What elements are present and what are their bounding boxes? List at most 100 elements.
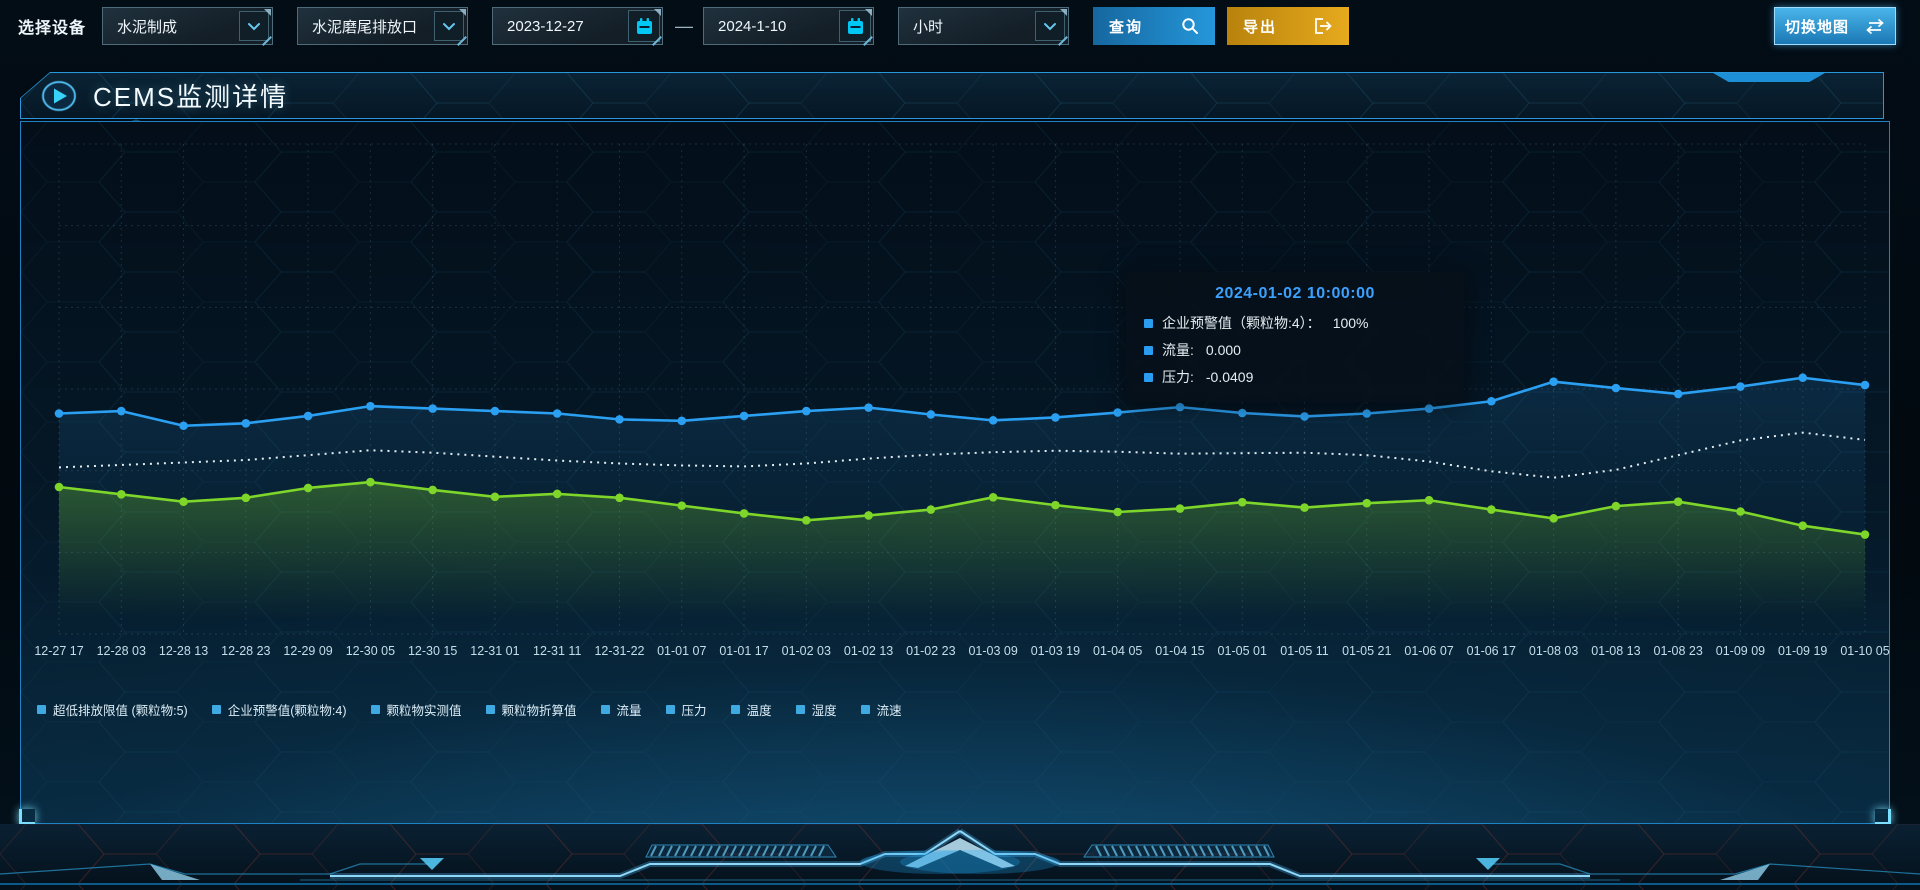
data-point[interactable] bbox=[926, 505, 936, 514]
production-line-select[interactable]: 水泥制成 bbox=[102, 7, 274, 45]
data-point[interactable] bbox=[1736, 507, 1745, 516]
x-axis-label: 01-08 13 bbox=[1591, 644, 1641, 658]
legend-item[interactable]: 企业预警值(颗粒物:4) bbox=[211, 700, 347, 719]
x-axis-label: 01-01 17 bbox=[719, 644, 769, 658]
legend-item[interactable]: 温度 bbox=[730, 700, 772, 719]
data-point[interactable] bbox=[739, 509, 749, 518]
production-line-select-value: 水泥制成 bbox=[117, 18, 178, 36]
legend-item[interactable]: 压力 bbox=[665, 700, 707, 719]
legend-item[interactable]: 颗粒物折算值 bbox=[485, 700, 577, 719]
x-axis-label: 12-29 09 bbox=[283, 644, 333, 658]
outlet-select[interactable]: 水泥磨尾排放口 bbox=[297, 7, 469, 45]
data-point[interactable] bbox=[1300, 412, 1309, 421]
data-point[interactable] bbox=[615, 415, 624, 424]
legend-item[interactable]: 湿度 bbox=[795, 700, 837, 719]
data-point[interactable] bbox=[303, 483, 313, 493]
calendar-icon[interactable] bbox=[839, 10, 872, 42]
x-axis-label: 01-03 19 bbox=[1030, 644, 1081, 658]
data-point[interactable] bbox=[1424, 495, 1434, 505]
data-point[interactable] bbox=[1736, 382, 1745, 391]
data-point[interactable] bbox=[1549, 377, 1558, 386]
data-point[interactable] bbox=[241, 493, 251, 503]
end-date-input[interactable]: 2024-1-10 bbox=[703, 7, 875, 45]
legend-marker-icon bbox=[600, 705, 610, 714]
legend-item[interactable]: 颗粒物实测值 bbox=[370, 700, 462, 719]
data-point[interactable] bbox=[490, 406, 500, 416]
export-button[interactable]: 导出 bbox=[1227, 7, 1350, 45]
data-point[interactable] bbox=[1113, 507, 1122, 517]
data-point[interactable] bbox=[802, 406, 811, 416]
data-point[interactable] bbox=[54, 409, 64, 418]
data-point[interactable] bbox=[552, 409, 562, 418]
data-point[interactable] bbox=[1798, 373, 1808, 383]
line-chart[interactable] bbox=[33, 130, 1877, 660]
data-point[interactable] bbox=[1300, 503, 1309, 512]
interval-select[interactable]: 小时 bbox=[898, 7, 1070, 45]
data-point[interactable] bbox=[116, 490, 126, 499]
data-point[interactable] bbox=[1237, 408, 1247, 418]
data-point[interactable] bbox=[490, 492, 500, 502]
query-button[interactable]: 查询 bbox=[1093, 7, 1216, 45]
chevron-down-icon[interactable] bbox=[1035, 11, 1066, 41]
data-point[interactable] bbox=[1549, 514, 1558, 523]
data-point[interactable] bbox=[116, 406, 126, 416]
data-point[interactable] bbox=[1487, 505, 1496, 514]
data-point[interactable] bbox=[366, 401, 375, 411]
data-point[interactable] bbox=[1673, 497, 1683, 507]
data-point[interactable] bbox=[1860, 530, 1870, 539]
x-axis-label: 01-03 09 bbox=[968, 644, 1018, 658]
data-point[interactable] bbox=[179, 421, 188, 431]
data-point[interactable] bbox=[677, 501, 687, 510]
data-point[interactable] bbox=[428, 404, 437, 413]
data-point[interactable] bbox=[1362, 498, 1372, 508]
legend-item[interactable]: 流速 bbox=[860, 700, 902, 719]
data-point[interactable] bbox=[1051, 500, 1060, 510]
data-point[interactable] bbox=[1175, 402, 1185, 412]
chevron-down-icon[interactable] bbox=[239, 11, 270, 41]
data-point[interactable] bbox=[926, 410, 936, 419]
legend-item[interactable]: 超低排放限值 (颗粒物:5) bbox=[37, 700, 188, 719]
data-point[interactable] bbox=[988, 492, 998, 502]
data-point[interactable] bbox=[241, 419, 251, 428]
data-point[interactable] bbox=[739, 411, 749, 421]
data-point[interactable] bbox=[1860, 380, 1870, 390]
data-point[interactable] bbox=[1611, 501, 1621, 511]
chevron-down-icon[interactable] bbox=[434, 11, 465, 41]
data-point[interactable] bbox=[1673, 389, 1683, 399]
data-point[interactable] bbox=[988, 416, 998, 425]
data-point[interactable] bbox=[303, 411, 313, 421]
data-point[interactable] bbox=[864, 511, 873, 520]
tooltip-value: 0.000 bbox=[1205, 342, 1241, 358]
switch-map-button[interactable]: 切换地图 bbox=[1774, 7, 1896, 45]
search-icon bbox=[1182, 18, 1199, 34]
data-point[interactable] bbox=[864, 403, 873, 412]
date-range-separator: — bbox=[675, 15, 694, 36]
data-point[interactable] bbox=[552, 489, 562, 499]
data-point[interactable] bbox=[802, 516, 811, 525]
x-axis-label: 01-02 23 bbox=[906, 644, 956, 658]
data-point[interactable] bbox=[677, 416, 687, 426]
data-point[interactable] bbox=[428, 485, 437, 495]
data-point[interactable] bbox=[1611, 383, 1621, 393]
data-point[interactable] bbox=[1424, 404, 1434, 413]
series-line bbox=[58, 376, 1866, 428]
x-axis-label: 01-02 13 bbox=[843, 644, 894, 658]
data-point[interactable] bbox=[1487, 396, 1496, 406]
data-point[interactable] bbox=[615, 493, 624, 503]
data-point[interactable] bbox=[1051, 413, 1060, 422]
data-point[interactable] bbox=[1362, 409, 1372, 418]
data-point[interactable] bbox=[1175, 504, 1185, 513]
data-point[interactable] bbox=[366, 477, 375, 487]
data-point[interactable] bbox=[1113, 408, 1122, 417]
header-accent bbox=[1713, 73, 1825, 82]
x-axis-label: 12-28 23 bbox=[221, 644, 271, 658]
data-point[interactable] bbox=[54, 482, 64, 492]
legend-item[interactable]: 流量 bbox=[600, 700, 642, 719]
start-date-input[interactable]: 2023-12-27 bbox=[492, 7, 664, 45]
data-point[interactable] bbox=[1798, 521, 1808, 531]
data-point[interactable] bbox=[179, 497, 188, 507]
calendar-icon[interactable] bbox=[628, 10, 661, 42]
x-axis-label: 01-10 05 bbox=[1840, 644, 1890, 658]
data-point[interactable] bbox=[1237, 497, 1247, 507]
x-axis-label: 01-05 11 bbox=[1280, 644, 1329, 658]
